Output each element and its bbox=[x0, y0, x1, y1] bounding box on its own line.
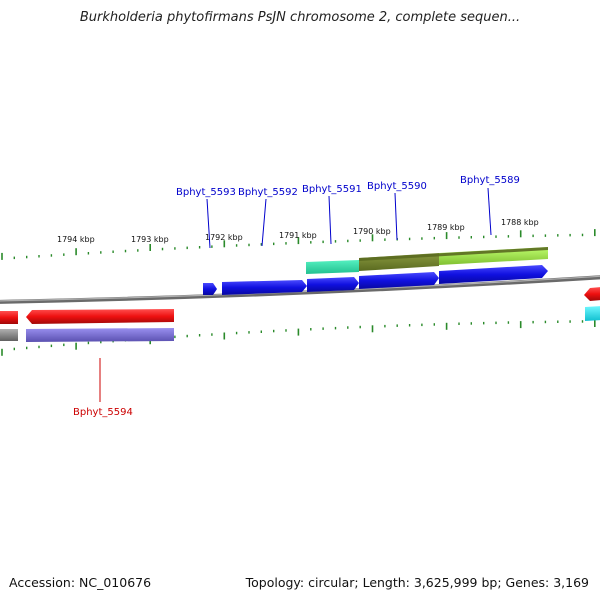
leader-bphyt-5589 bbox=[487, 187, 492, 236]
leader-bphyt-5593 bbox=[206, 198, 211, 249]
genome-summary-text: Topology: circular; Length: 3,625,999 bp… bbox=[245, 575, 589, 590]
gene-label-bphyt-5592[interactable]: Bphyt_5592 bbox=[238, 187, 298, 198]
feature-segment-cyan[interactable] bbox=[585, 306, 600, 321]
label-leaders bbox=[99, 187, 492, 402]
cds-arrow-bphyt-5594[interactable] bbox=[26, 309, 174, 324]
cds-arrow-bphyt-5590[interactable] bbox=[359, 272, 439, 289]
tick-label-1791: 1791 kbp bbox=[279, 231, 317, 240]
leader-bphyt-5592 bbox=[261, 198, 267, 247]
leader-bphyt-5590 bbox=[394, 192, 398, 241]
tick-label-1789: 1789 kbp bbox=[427, 223, 465, 232]
feature-segment-violet[interactable] bbox=[26, 328, 174, 342]
sequence-backbone bbox=[0, 275, 600, 304]
feature-segment-teal[interactable] bbox=[306, 260, 359, 274]
gene-label-bphyt-5594[interactable]: Bphyt_5594 bbox=[73, 407, 133, 418]
feature-track-lower bbox=[0, 306, 600, 342]
gene-label-bphyt-5589[interactable]: Bphyt_5589 bbox=[460, 175, 520, 186]
cds-arrow-bphyt-5592[interactable] bbox=[222, 280, 307, 295]
cds-arrow-bphyt-5589[interactable] bbox=[439, 265, 548, 284]
gene-label-bphyt-5590[interactable]: Bphyt_5590 bbox=[367, 181, 427, 192]
tick-label-1792: 1792 kbp bbox=[205, 233, 243, 242]
tick-label-1790: 1790 kbp bbox=[353, 227, 391, 236]
accession-text: Accession: NC_010676 bbox=[9, 575, 152, 590]
gene-label-bphyt-5593[interactable]: Bphyt_5593 bbox=[176, 187, 236, 198]
cds-arrow-right-edge[interactable] bbox=[584, 287, 600, 301]
upper-tick-ruler bbox=[1, 229, 596, 260]
tick-label-1794: 1794 kbp bbox=[57, 235, 95, 244]
feature-segment-olive-top bbox=[359, 247, 548, 261]
leader-bphyt-5591 bbox=[328, 195, 332, 245]
reverse-cds-track bbox=[0, 287, 600, 324]
cds-arrow-bphyt-5593[interactable] bbox=[203, 283, 217, 295]
forward-cds-track bbox=[203, 265, 548, 295]
cds-arrow-left-edge[interactable] bbox=[0, 311, 18, 324]
feature-segment-grey[interactable] bbox=[0, 329, 18, 341]
map-title: Burkholderia phytofirmans PsJN chromosom… bbox=[79, 10, 521, 25]
tick-label-1793: 1793 kbp bbox=[131, 235, 169, 244]
feature-track-upper bbox=[306, 247, 548, 274]
gene-label-bphyt-5591[interactable]: Bphyt_5591 bbox=[302, 184, 362, 195]
tick-label-1788: 1788 kbp bbox=[501, 218, 539, 227]
cds-arrow-bphyt-5591[interactable] bbox=[307, 277, 359, 292]
